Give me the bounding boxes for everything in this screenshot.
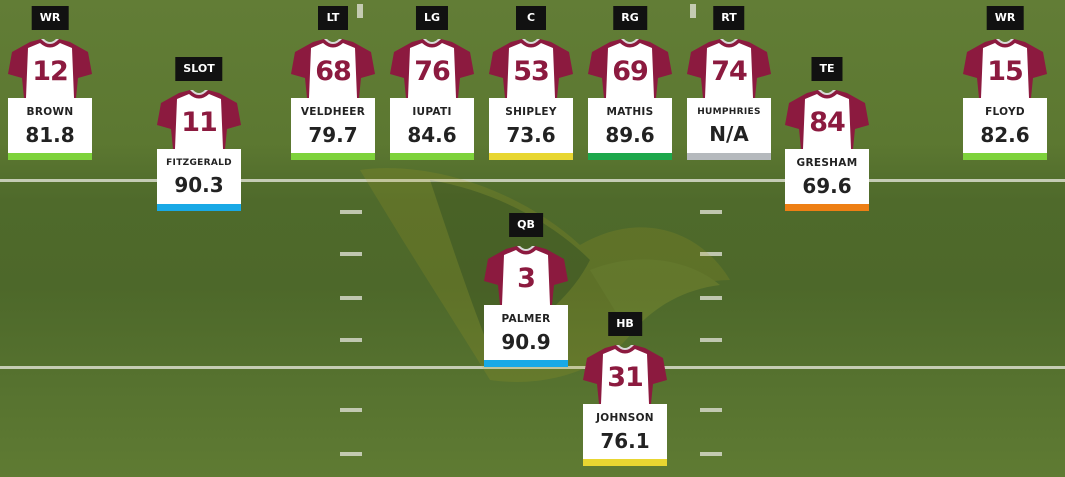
player-grade: 84.6 [407, 123, 457, 147]
jersey-icon: 15 [963, 38, 1047, 98]
player-info-card: BROWN 81.8 [8, 98, 92, 160]
player-name: JOHNSON [596, 412, 654, 424]
grade-color-bar [489, 153, 573, 160]
position-label: WR [986, 6, 1024, 30]
jersey-icon: 31 [583, 344, 667, 404]
player-name: FITZGERALD [166, 158, 232, 168]
player-info-card: MATHIS 89.6 [588, 98, 672, 160]
player-grade: N/A [709, 122, 749, 146]
jersey-number: 31 [607, 362, 644, 393]
player-card-wr-left[interactable]: WR 12 BROWN 81.8 [8, 6, 92, 162]
player-info-card: VELDHEER 79.7 [291, 98, 375, 160]
player-card-te[interactable]: TE 84 GRESHAM 69.6 [785, 57, 869, 213]
jersey-number: 68 [315, 56, 352, 87]
player-info-card: SHIPLEY 73.6 [489, 98, 573, 160]
jersey-number: 15 [987, 56, 1024, 87]
player-name: VELDHEER [300, 106, 366, 118]
jersey-number: 84 [809, 107, 846, 138]
position-label: RG [613, 6, 647, 30]
player-grade: 90.3 [174, 173, 224, 197]
jersey-number: 12 [32, 56, 69, 87]
player-name: IUPATI [412, 106, 452, 118]
grade-color-bar [157, 204, 241, 211]
position-label: RT [713, 6, 745, 30]
player-grade: 90.9 [501, 330, 551, 354]
position-label: QB [509, 213, 543, 237]
player-name: HUMPHRIES [697, 107, 761, 117]
jersey-number: 3 [517, 263, 536, 294]
jersey-icon: 3 [484, 245, 568, 305]
player-grade: 81.8 [25, 123, 75, 147]
jersey-icon: 53 [489, 38, 573, 98]
jersey-number: 69 [612, 56, 649, 87]
player-card-rg[interactable]: RG 69 MATHIS 89.6 [588, 6, 672, 162]
jersey-number: 76 [414, 56, 451, 87]
grade-color-bar [390, 153, 474, 160]
player-name: FLOYD [985, 106, 1025, 118]
jersey-number: 74 [711, 56, 748, 87]
position-label: TE [811, 57, 843, 81]
jersey-icon: 12 [8, 38, 92, 98]
player-grade: 89.6 [605, 123, 655, 147]
player-name: PALMER [501, 313, 551, 325]
yard-line-top [0, 179, 1065, 182]
position-label: HB [608, 312, 642, 336]
player-info-card: JOHNSON 76.1 [583, 404, 667, 466]
player-card-lt[interactable]: LT 68 VELDHEER 79.7 [291, 6, 375, 162]
player-card-slot[interactable]: SLOT 11 FITZGERALD 90.3 [157, 57, 241, 213]
jersey-icon: 76 [390, 38, 474, 98]
grade-color-bar [291, 153, 375, 160]
player-info-card: FLOYD 82.6 [963, 98, 1047, 160]
player-card-wr-right[interactable]: WR 15 FLOYD 82.6 [963, 6, 1047, 162]
player-card-lg[interactable]: LG 76 IUPATI 84.6 [390, 6, 474, 162]
grade-color-bar [588, 153, 672, 160]
player-info-card: HUMPHRIES N/A [687, 98, 771, 160]
jersey-number: 11 [181, 107, 218, 138]
player-info-card: GRESHAM 69.6 [785, 149, 869, 211]
position-label: WR [31, 6, 69, 30]
jersey-icon: 74 [687, 38, 771, 98]
yard-line-bottom [0, 366, 1065, 369]
player-name: MATHIS [606, 106, 654, 118]
position-label: LG [415, 6, 449, 30]
player-name: SHIPLEY [505, 106, 557, 118]
player-card-c[interactable]: C 53 SHIPLEY 73.6 [489, 6, 573, 162]
player-card-rt[interactable]: RT 74 HUMPHRIES N/A [687, 6, 771, 162]
player-card-hb[interactable]: HB 31 JOHNSON 76.1 [583, 312, 667, 468]
position-label: C [516, 6, 546, 30]
grade-color-bar [484, 360, 568, 367]
player-grade: 69.6 [802, 174, 852, 198]
player-grade: 73.6 [506, 123, 556, 147]
player-info-card: IUPATI 84.6 [390, 98, 474, 160]
jersey-icon: 69 [588, 38, 672, 98]
player-name: GRESHAM [796, 157, 858, 169]
jersey-icon: 11 [157, 89, 241, 149]
jersey-icon: 84 [785, 89, 869, 149]
position-label: LT [318, 6, 348, 30]
grade-color-bar [583, 459, 667, 466]
jersey-number: 53 [513, 56, 550, 87]
player-name: BROWN [26, 106, 74, 118]
grade-color-bar [687, 153, 771, 160]
jersey-icon: 68 [291, 38, 375, 98]
position-label: SLOT [175, 57, 223, 81]
player-grade: 82.6 [980, 123, 1030, 147]
player-grade: 79.7 [308, 123, 358, 147]
grade-color-bar [785, 204, 869, 211]
player-info-card: PALMER 90.9 [484, 305, 568, 367]
player-grade: 76.1 [600, 429, 650, 453]
grade-color-bar [963, 153, 1047, 160]
grade-color-bar [8, 153, 92, 160]
player-info-card: FITZGERALD 90.3 [157, 149, 241, 211]
player-card-qb[interactable]: QB 3 PALMER 90.9 [484, 213, 568, 369]
